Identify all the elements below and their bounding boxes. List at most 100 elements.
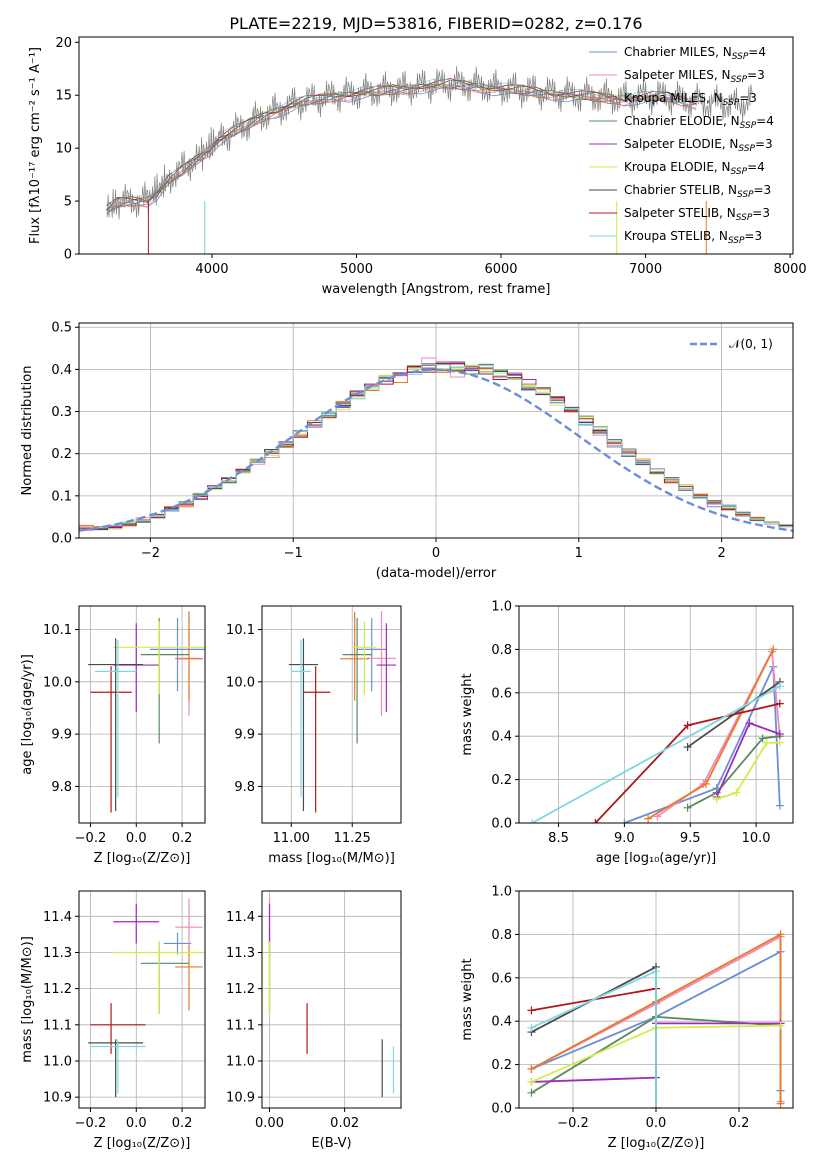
legend-sub: SSP (738, 144, 755, 154)
y-tick-label: 0.1 (51, 489, 72, 504)
axes-frame (78, 36, 794, 255)
weight-marker (776, 1021, 785, 1030)
weight-marker (775, 699, 784, 708)
x-tick-label: 1 (575, 546, 583, 561)
y-tick-label: 11.1 (43, 1018, 72, 1033)
y-tick-label: 11.4 (43, 910, 72, 925)
legend-label-normal: 𝒩(0, 1) (729, 337, 773, 351)
y-axis-label: Normed distribution (20, 366, 35, 496)
legend-label: Salpeter STELIB, NSSP=3 (624, 206, 770, 223)
legend-label: Chabrier MILES, NSSP=4 (624, 45, 766, 62)
weight-line-2 (647, 648, 775, 820)
weight-marker (528, 819, 537, 823)
y-tick-label: 0.0 (491, 1102, 512, 1117)
legend-sub: SSP (728, 236, 745, 246)
weight-marker (775, 738, 784, 747)
x-tick-label: 0.00 (255, 1116, 284, 1131)
axes-frame (78, 605, 206, 824)
axes-frame (518, 605, 794, 824)
x-tick-label: 9.5 (680, 831, 701, 846)
weight-marker (776, 1099, 785, 1108)
legend-label: Salpeter MILES, NSSP=3 (624, 68, 765, 85)
y-tick-label: 11.0 (43, 1054, 72, 1069)
legend-label: Salpeter ELODIE, NSSP=3 (624, 137, 773, 154)
x-tick-label: −2 (141, 546, 160, 561)
weight-marker (683, 721, 692, 730)
weight-marker (775, 730, 784, 739)
y-tick-label: 10.1 (43, 623, 72, 638)
x-tick-label: −0.2 (75, 831, 107, 846)
x-tick-label: 0.02 (330, 1116, 359, 1131)
x-axis-label: Z [log₁₀(Z/Z⊙)] (608, 1136, 705, 1151)
weight-marker (762, 738, 771, 747)
x-tick-label: 0.0 (126, 1116, 147, 1131)
y-tick-label: 5 (64, 195, 72, 210)
x-tick-label: 0 (432, 546, 440, 561)
panel-age-vs-Z: −0.2 0.0 0.2 9.8 9.9 10.0 10.1 Z [log₁₀(Z/Z⊙)] a… (20, 605, 206, 866)
x-tick-label: −0.2 (557, 1116, 589, 1131)
weight-marker (683, 743, 692, 752)
x-axis-label: age [log₁₀(age/yr)] (596, 851, 717, 866)
hist-step-8 (79, 363, 793, 538)
plot-area (528, 645, 784, 823)
y-tick-label: 0.8 (491, 643, 512, 658)
x-tick-label: 11.25 (334, 831, 371, 846)
axes-frame (261, 605, 402, 824)
y-tick-label: 0.4 (491, 730, 512, 745)
y-tick-label: 1.0 (491, 600, 512, 615)
weight-marker (527, 1088, 536, 1097)
x-tick-label: 0.0 (126, 831, 147, 846)
legend-tail: =3 (752, 206, 770, 220)
weight-marker (745, 719, 754, 728)
x-tick-label: 8.5 (548, 831, 569, 846)
legend-tail: =4 (756, 114, 774, 128)
legend-tail: =3 (739, 91, 757, 105)
weight-marker (527, 1023, 536, 1032)
x-tick-label: 11.00 (273, 831, 310, 846)
model-line-0 (106, 84, 697, 215)
y-tick-label: 11.3 (43, 946, 72, 961)
y-tick-label: 0.0 (51, 532, 72, 547)
x-tick-label: 9.0 (614, 831, 635, 846)
y-tick-label: 0.0 (491, 817, 512, 832)
panel-age-vs-mass: 11.00 11.25 9.8 9.9 10.0 10.1 mass [log₁₀(M/M⊙… (226, 605, 402, 866)
y-tick-label: 10.0 (43, 675, 72, 690)
y-tick-label: 11.3 (226, 946, 255, 961)
panel-mass-weight-vs-Z: −0.2 0.0 0.2 0.0 0.2 0.4 0.6 0.8 1.0 Z [log₁₀(Z/Z… (460, 885, 794, 1151)
panel-residual-histogram: 𝒩(0, 1) −2 −1 0 1 2 0.0 0.1 0.2 0.3 0.4 0.5 (data-mo… (20, 321, 794, 581)
x-axis-label: E(B-V) (311, 1136, 351, 1151)
legend-tail: =4 (748, 45, 766, 59)
weight-marker (702, 779, 711, 788)
legend-sub: SSP (740, 121, 757, 131)
weight-marker (591, 819, 600, 823)
legend-tail: =4 (747, 160, 765, 174)
legend-label: Chabrier STELIB, NSSP=3 (624, 183, 771, 200)
weight-marker (712, 795, 721, 804)
legend-tail: =3 (747, 68, 765, 82)
legend-tail: =3 (755, 137, 773, 151)
weight-marker (769, 645, 778, 654)
x-tick-label: 2 (717, 546, 725, 561)
plot-area (527, 930, 785, 1108)
figure-title: PLATE=2219, MJD=53816, FIBERID=0282, z=0… (229, 14, 642, 33)
weight-line-8 (531, 685, 781, 823)
weight-marker (527, 1077, 536, 1086)
y-axis-label: Flux [fλ10⁻¹⁷ erg cm⁻² s⁻¹ A⁻¹] (28, 47, 43, 244)
plot-area (88, 898, 205, 1098)
plot-area (106, 66, 754, 254)
y-axis-label: mass weight (460, 958, 475, 1040)
weight-marker (683, 803, 692, 812)
y-tick-label: 0 (64, 248, 72, 263)
legend-label: Kroupa ELODIE, NSSP=4 (624, 160, 765, 177)
y-tick-label: 10.9 (43, 1091, 72, 1106)
y-tick-label: 11.2 (226, 982, 255, 997)
weight-marker (527, 1006, 536, 1015)
legend-sub: SSP (731, 75, 748, 85)
y-axis-label: mass [log₁₀(M/M⊙)] (20, 936, 35, 1063)
y-tick-label: 0.6 (491, 686, 512, 701)
x-tick-label: 5000 (340, 262, 373, 277)
weight-marker (732, 788, 741, 797)
x-axis-label: Z [log₁₀(Z/Z⊙)] (94, 1136, 191, 1151)
y-tick-label: 9.8 (234, 780, 255, 795)
x-axis-label: mass [log₁₀(M/M⊙)] (268, 851, 395, 866)
